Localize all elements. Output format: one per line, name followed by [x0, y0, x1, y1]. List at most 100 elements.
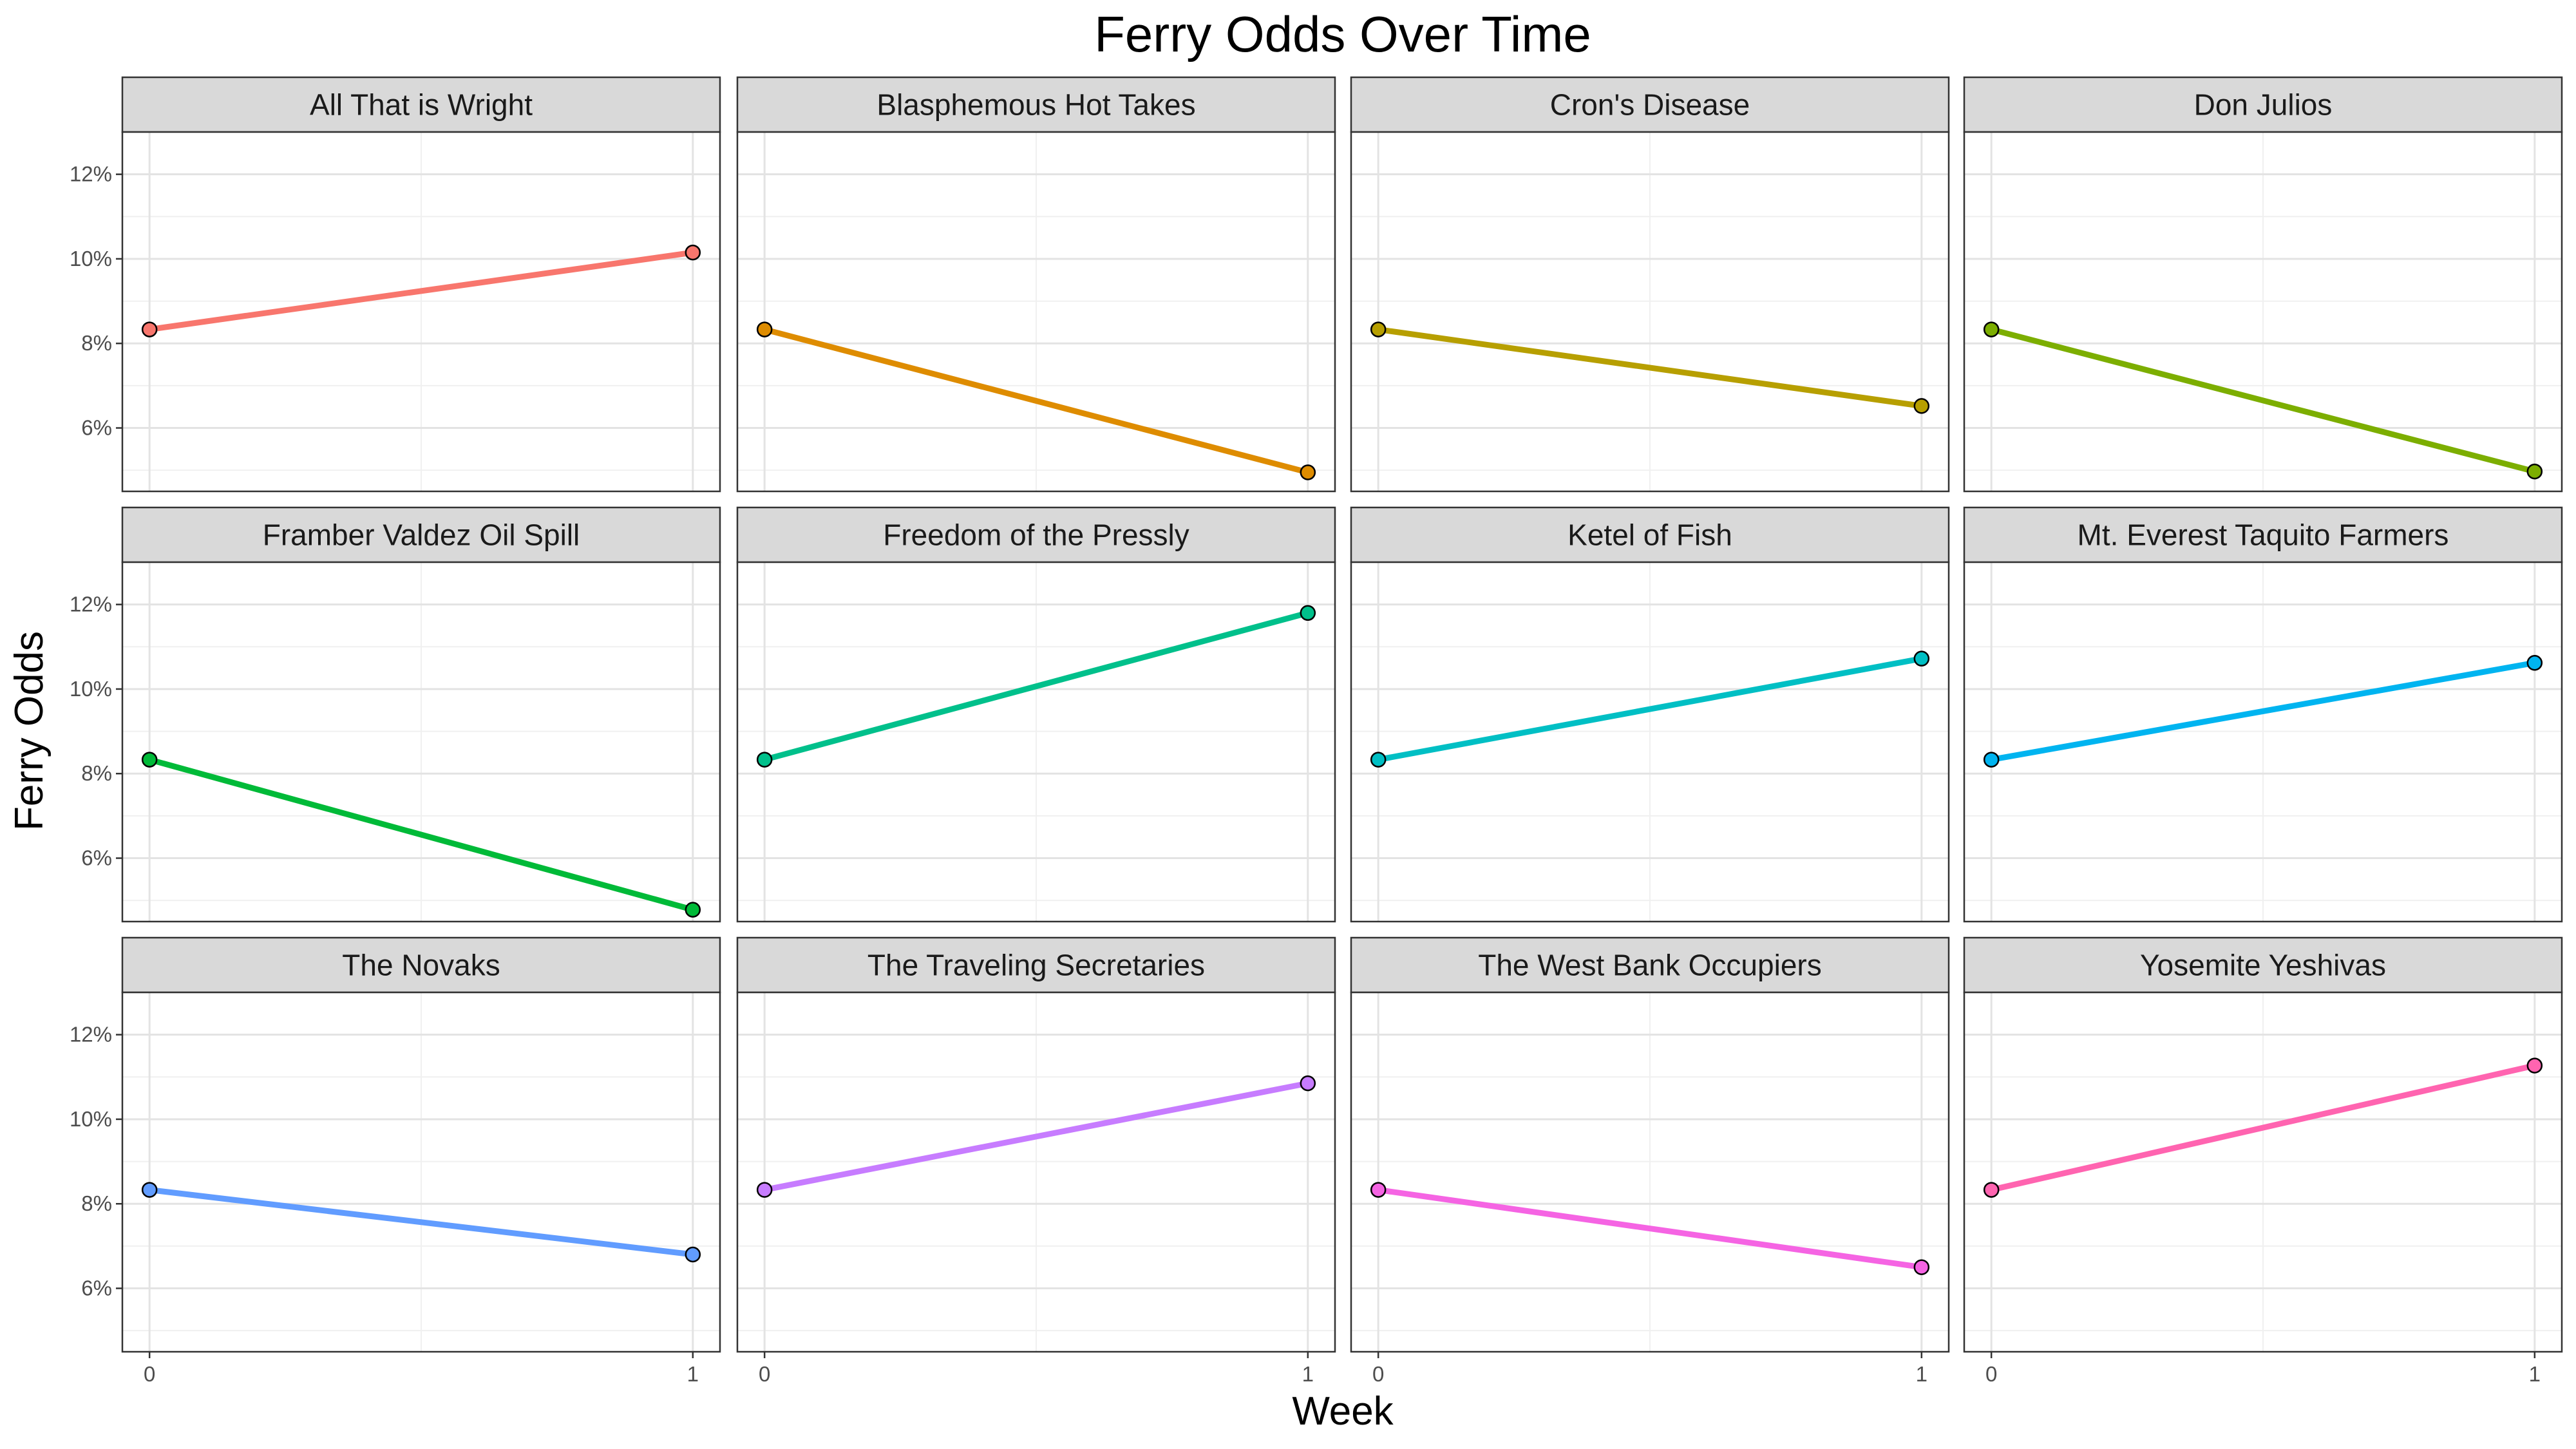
series-line — [764, 1080, 1309, 1193]
data-point — [1370, 752, 1387, 768]
series-line — [1991, 659, 2535, 763]
facet-panel: The Traveling Secretaries 0 1 — [736, 936, 1336, 1386]
facet-strip — [121, 76, 721, 133]
facet-panel: Ketel of Fish — [1350, 506, 1950, 923]
y-tick-label: 6% — [81, 846, 112, 870]
facet-strip — [1963, 506, 2563, 564]
facet-strip — [736, 506, 1336, 564]
data-point — [1300, 605, 1316, 621]
data-point — [2526, 1057, 2543, 1074]
data-point — [1370, 321, 1387, 337]
data-point — [2526, 463, 2543, 480]
data-point — [141, 1182, 158, 1198]
x-axis-title: Week — [1292, 1389, 1394, 1434]
y-tick-label: 8% — [81, 761, 112, 785]
y-tick-label: 12% — [70, 162, 112, 186]
facet-panel: All That is Wright 6% 8% 10% 12% — [70, 76, 721, 493]
series-line — [764, 327, 1309, 475]
y-tick-label: 8% — [81, 331, 112, 355]
data-point — [685, 244, 701, 261]
facet-panel: Freedom of the Pressly — [736, 506, 1336, 923]
facet-panel: Cron's Disease — [1350, 76, 1950, 493]
data-point — [756, 752, 773, 768]
panel-border — [121, 991, 721, 1353]
panel-border — [121, 131, 721, 493]
series-line — [149, 1187, 694, 1258]
series-line — [1378, 1187, 1922, 1271]
data-point — [1983, 1182, 2000, 1198]
series-line — [149, 249, 694, 333]
data-point — [1913, 650, 1930, 667]
facet-panel: The Novaks 6% 8% 10% 12% 0 1 — [70, 936, 721, 1386]
series-line — [1378, 327, 1922, 409]
data-point — [141, 321, 158, 337]
facet-strip — [736, 76, 1336, 133]
panel-border — [121, 561, 721, 923]
y-tick-label: 10% — [70, 677, 112, 701]
data-point — [1370, 1182, 1387, 1198]
facet-panel: Yosemite Yeshivas 0 1 — [1963, 936, 2563, 1386]
data-point — [1913, 398, 1930, 414]
series-line — [1991, 327, 2535, 475]
facet-panel: Framber Valdez Oil Spill 6% 8% 10% 12% — [70, 506, 721, 923]
panel-border — [1350, 131, 1950, 493]
facet-strip — [1350, 936, 1950, 994]
series-line — [148, 757, 694, 913]
facet-panels: All That is Wright 6% 8% 10% 12% Blasphemous … — [70, 76, 2563, 1386]
data-point — [1983, 752, 2000, 768]
facet-panel: The West Bank Occupiers 0 1 — [1350, 936, 1950, 1386]
facet-strip — [1963, 936, 2563, 994]
y-tick-label: 10% — [70, 1107, 112, 1131]
y-tick-label: 10% — [70, 247, 112, 270]
data-point — [1300, 1075, 1316, 1092]
facet-strip-label: The Traveling Secretaries — [867, 949, 1205, 982]
data-point — [685, 902, 701, 918]
x-tick-label: 0 — [759, 1362, 770, 1386]
facet-strip-label: Mt. Everest Taquito Farmers — [2078, 518, 2449, 552]
panel-border — [1963, 991, 2563, 1353]
panel-border — [736, 991, 1336, 1353]
facet-panel: Don Julios — [1963, 76, 2563, 493]
panel-border — [1350, 561, 1950, 923]
facet-strip-label: Ketel of Fish — [1567, 518, 1732, 552]
data-point — [1983, 321, 2000, 337]
x-tick-label: 0 — [1372, 1362, 1384, 1386]
facet-strip — [1963, 76, 2563, 133]
y-tick-label: 6% — [81, 416, 112, 440]
facet-strip-label: Don Julios — [2194, 88, 2333, 122]
facet-strip-label: The Novaks — [342, 949, 500, 982]
facet-strip-label: The West Bank Occupiers — [1478, 949, 1821, 982]
data-point — [1913, 1259, 1930, 1275]
data-point — [2526, 654, 2543, 671]
x-tick-label: 0 — [1985, 1362, 1997, 1386]
data-point — [756, 321, 773, 337]
y-tick-label: 12% — [70, 592, 112, 616]
facet-strip-label: Framber Valdez Oil Spill — [263, 518, 580, 552]
x-tick-label: 0 — [144, 1362, 155, 1386]
facet-strip-label: All That is Wright — [310, 88, 533, 122]
panel-border — [736, 131, 1336, 493]
x-tick-label: 1 — [1302, 1362, 1314, 1386]
series-line — [764, 610, 1309, 762]
panel-border — [1963, 561, 2563, 923]
facet-strip-label: Blasphemous Hot Takes — [876, 88, 1195, 122]
facet-strip-label: Yosemite Yeshivas — [2140, 949, 2386, 982]
y-tick-label: 12% — [70, 1023, 112, 1046]
facet-strip-label: Cron's Disease — [1550, 88, 1750, 122]
facet-strip — [1350, 76, 1950, 133]
series-line — [1378, 656, 1922, 762]
facet-panel: Blasphemous Hot Takes — [736, 76, 1336, 493]
y-axis-title: Ferry Odds — [7, 631, 52, 831]
panel-border — [1963, 131, 2563, 493]
y-tick-label: 6% — [81, 1276, 112, 1300]
series-line — [1991, 1063, 2535, 1193]
x-tick-label: 1 — [2529, 1362, 2541, 1386]
panel-border — [736, 561, 1336, 923]
x-tick-label: 1 — [1916, 1362, 1927, 1386]
data-point — [141, 752, 158, 768]
chart-title: Ferry Odds Over Time — [1094, 6, 1591, 62]
facet-panel: Mt. Everest Taquito Farmers — [1963, 506, 2563, 923]
data-point — [756, 1182, 773, 1198]
y-tick-label: 8% — [81, 1191, 112, 1215]
